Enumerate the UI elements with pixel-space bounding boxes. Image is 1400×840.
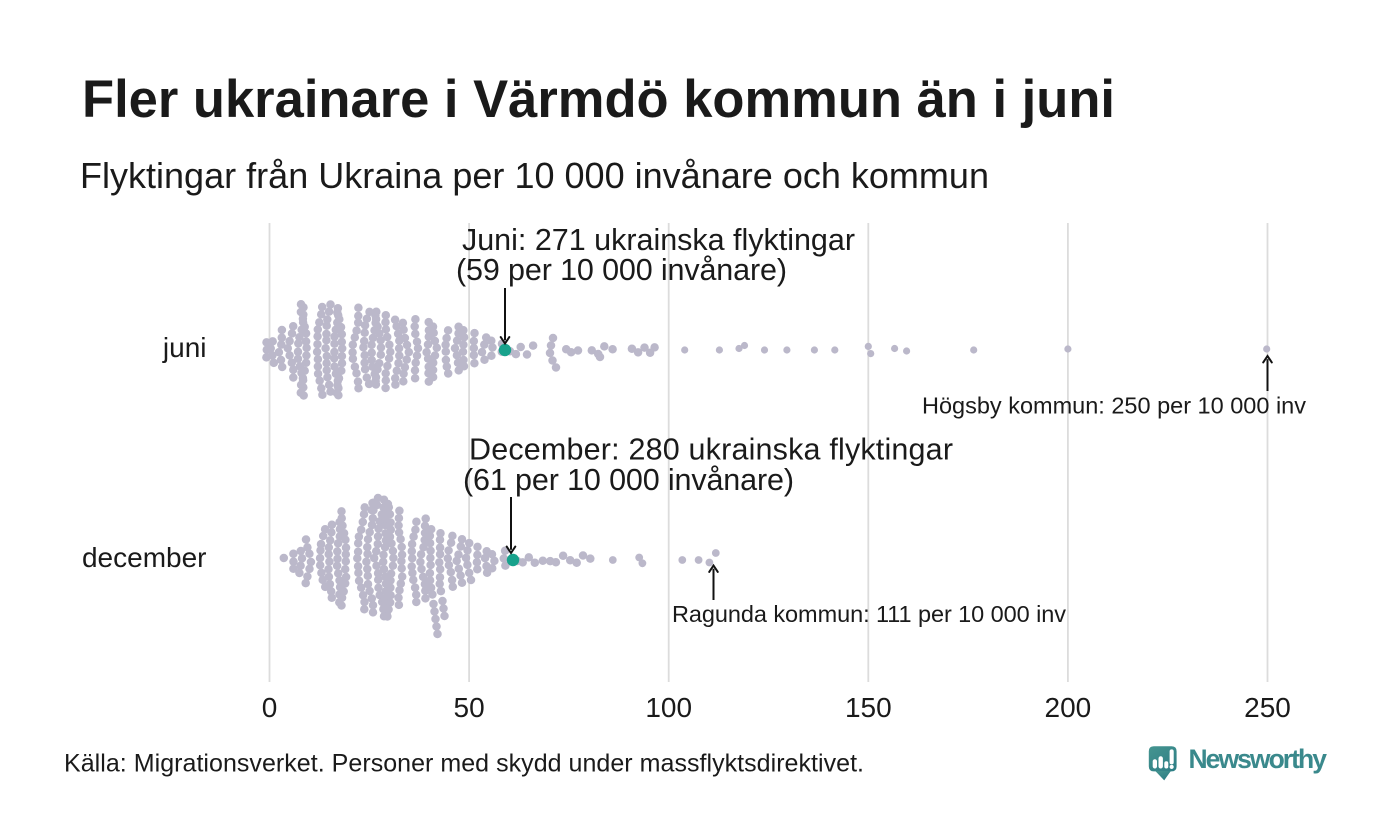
svg-text:50: 50 [454, 692, 485, 723]
svg-text:200: 200 [1045, 692, 1092, 723]
svg-text:150: 150 [845, 692, 892, 723]
svg-text:Newsworthy: Newsworthy [1189, 744, 1328, 774]
svg-text:Högsby kommun: 250 per 10 000: Högsby kommun: 250 per 10 000 inv [922, 393, 1306, 419]
svg-text:Fler ukrainare i Värmdö kommun: Fler ukrainare i Värmdö kommun än i juni [82, 70, 1115, 129]
svg-text:Flyktingar från Ukraina per 10: Flyktingar från Ukraina per 10 000 invån… [80, 155, 989, 196]
svg-text:Ragunda kommun: 111 per 10 000: Ragunda kommun: 111 per 10 000 inv [672, 601, 1066, 627]
svg-text:0: 0 [262, 692, 278, 723]
svg-text:Källa: Migrationsverket. Perso: Källa: Migrationsverket. Personer med sk… [64, 750, 864, 778]
svg-text:juni: juni [162, 332, 207, 363]
svg-text:(61 per 10 000 invånare): (61 per 10 000 invånare) [463, 463, 794, 497]
svg-text:(59 per 10 000 invånare): (59 per 10 000 invånare) [456, 253, 787, 287]
svg-text:250: 250 [1244, 692, 1291, 723]
svg-text:December: 280 ukrainska flykti: December: 280 ukrainska flyktingar [469, 433, 953, 467]
svg-text:100: 100 [645, 692, 692, 723]
svg-text:Juni: 271 ukrainska flyktingar: Juni: 271 ukrainska flyktingar [462, 223, 855, 257]
svg-text:december: december [82, 542, 207, 573]
